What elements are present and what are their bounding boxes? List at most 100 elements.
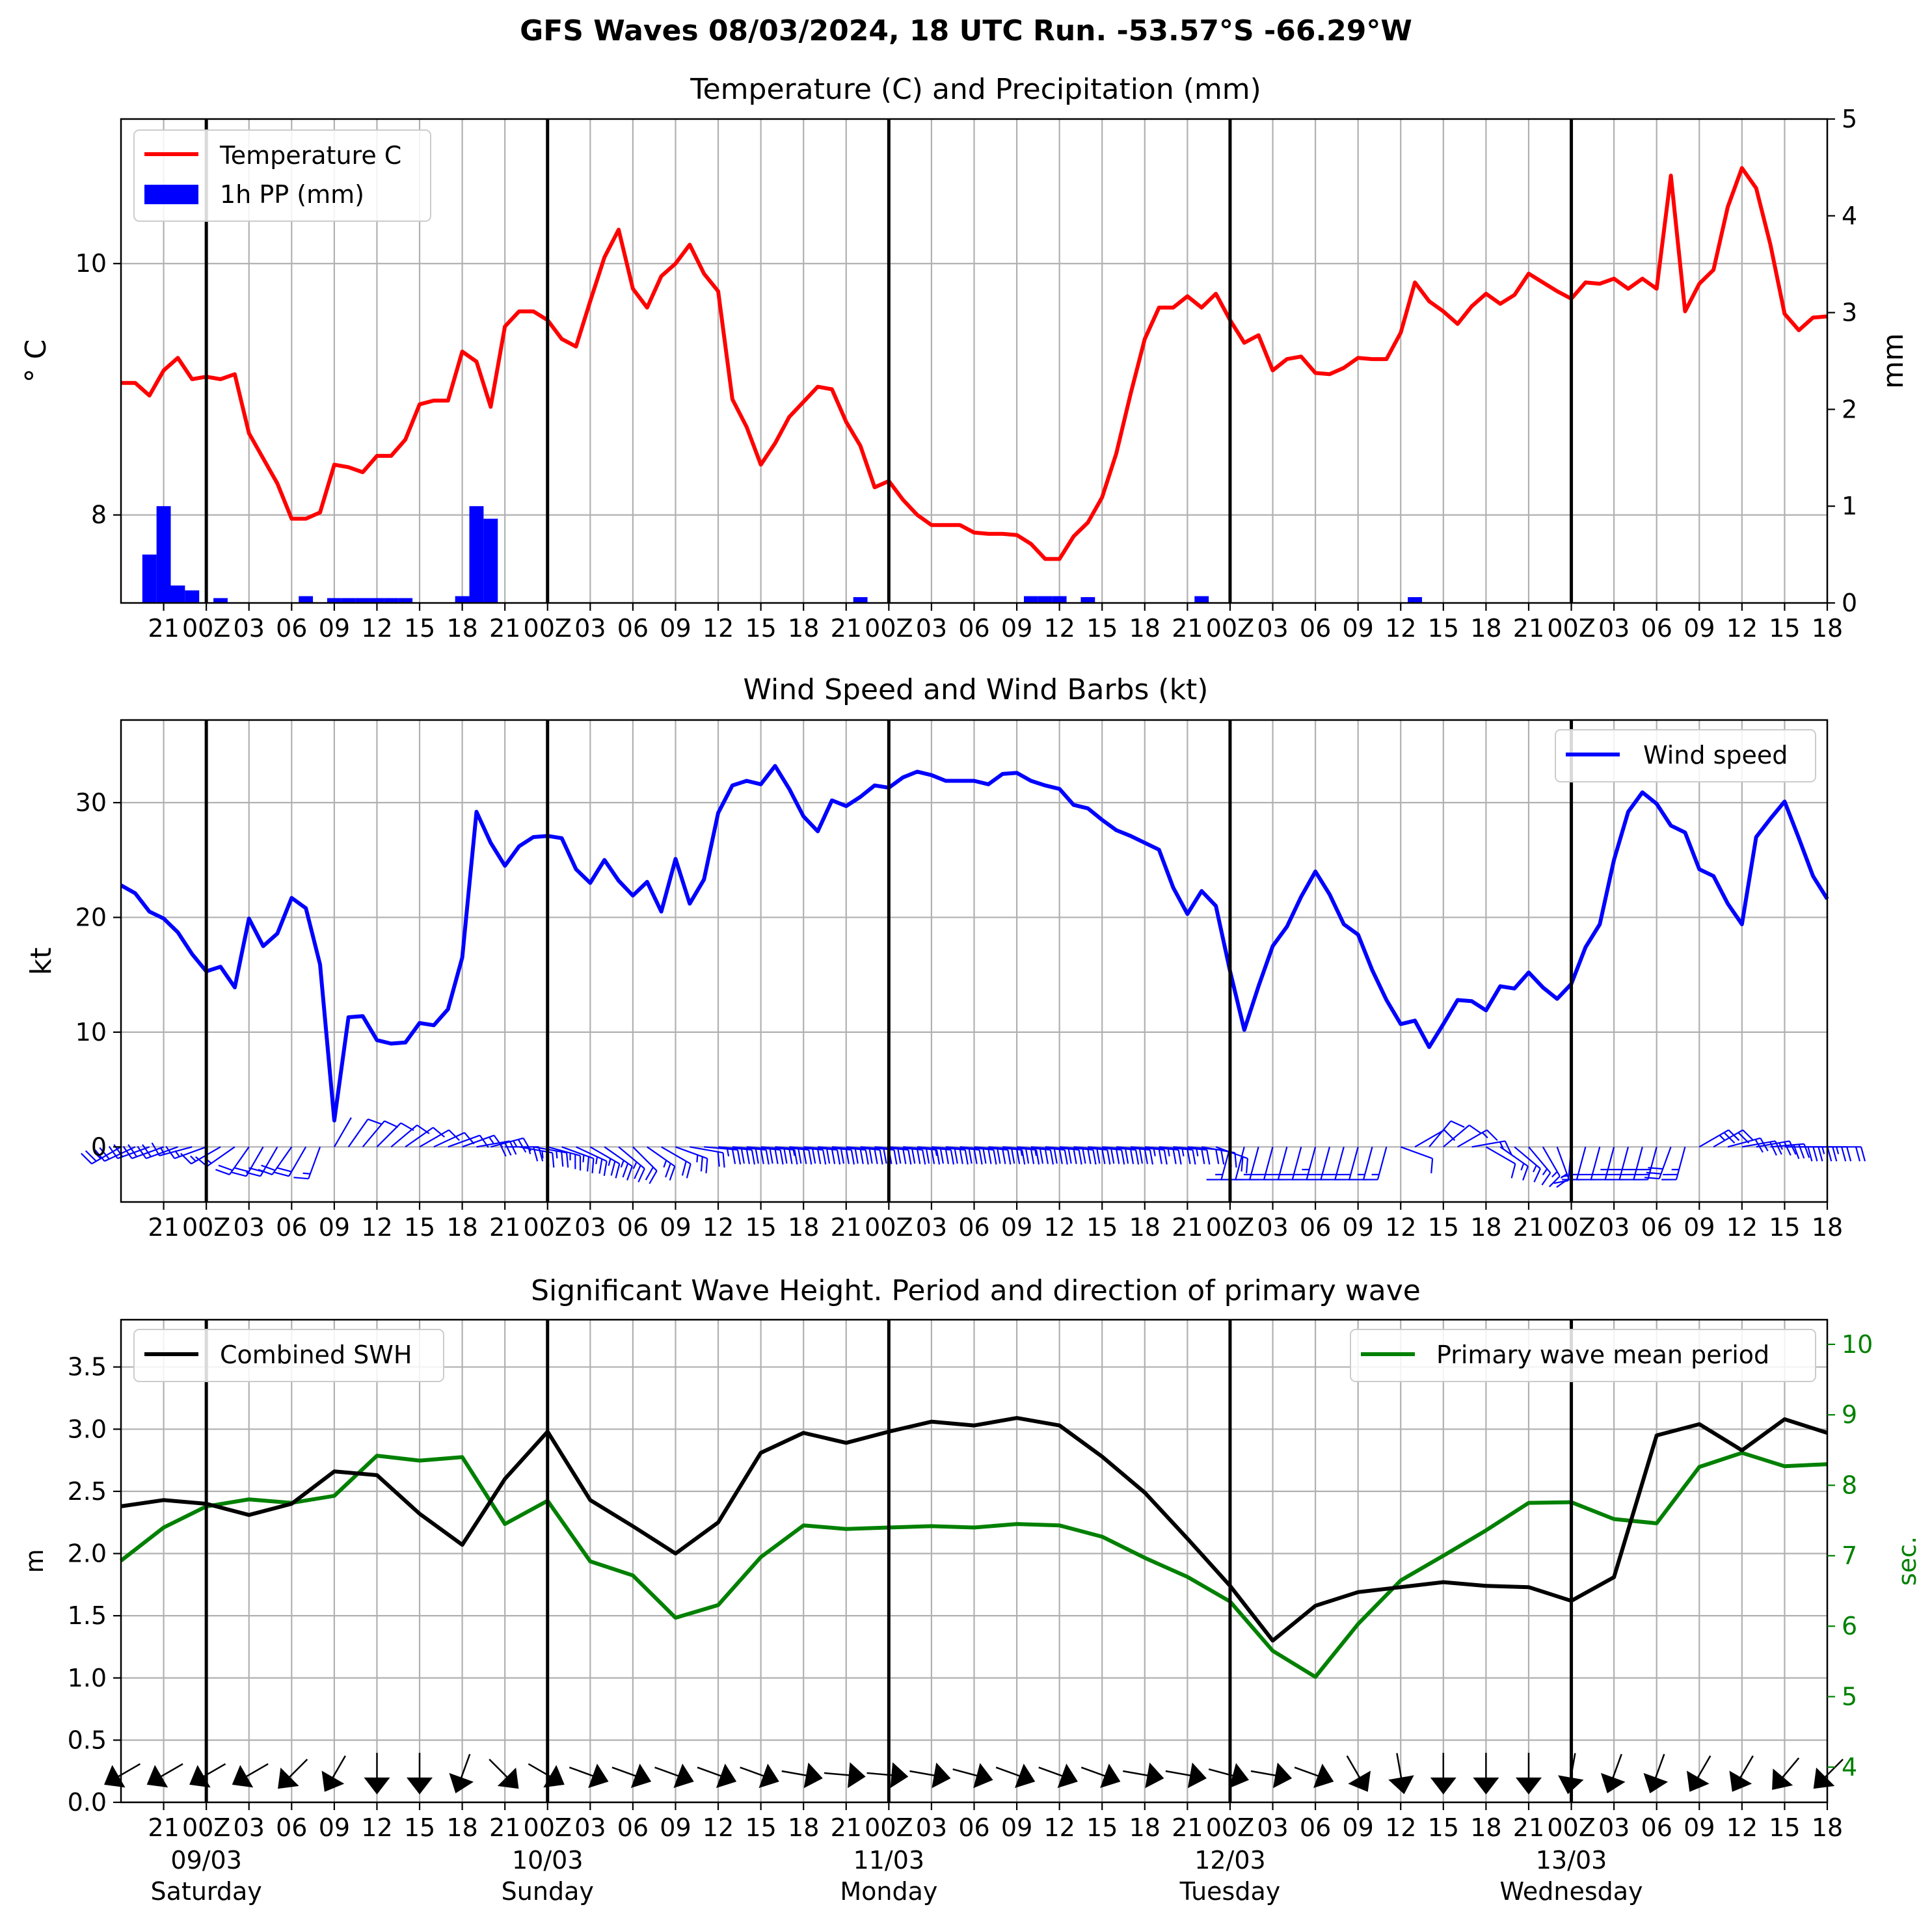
wave-direction-arrow (697, 1763, 737, 1789)
x-tick-label: 03 (574, 614, 606, 643)
wave-arrow-shaft (1165, 1770, 1194, 1777)
wind-barb-flag (448, 1129, 461, 1141)
x-tick-label: 12 (1726, 1213, 1758, 1242)
x-tick-label: 21 (1513, 614, 1544, 643)
x-tick-label: 03 (234, 614, 265, 643)
x-tick-label: 03 (1257, 1213, 1288, 1242)
wave-arrow-shaft (740, 1767, 768, 1778)
x-tick-label: 12 (1385, 614, 1416, 643)
wind-barb-flag (1058, 1149, 1063, 1164)
wind-legend-box (1555, 729, 1816, 782)
wind-barb (889, 1146, 926, 1165)
wind-barb-flag (930, 1149, 935, 1164)
y-tick-label: 30 (75, 788, 107, 817)
wind-barb-flag (1245, 1158, 1249, 1173)
wind-barb (690, 1146, 725, 1168)
wind-barb-staff (1235, 1147, 1245, 1180)
x-tick-label: 09 (1684, 1213, 1715, 1242)
wind-barb (576, 1146, 608, 1176)
x-tick-label: 03 (1598, 614, 1630, 643)
wind-barb-staff (1647, 1147, 1657, 1180)
wind-barb-flag (911, 1149, 916, 1164)
wave-arrow-shaft (1695, 1755, 1711, 1782)
wind-barb-flag (1121, 1149, 1125, 1165)
wind-barb-staff (1073, 1146, 1108, 1151)
x-tick-label: 18 (1129, 1813, 1161, 1842)
wave-direction-arrow (1772, 1757, 1800, 1790)
wind-barb-flag (151, 1142, 161, 1156)
wind-barb-staff (1756, 1140, 1790, 1148)
y-tick-label: 2.5 (68, 1477, 107, 1506)
wind-barb-flag (845, 1149, 850, 1164)
wind-barb-flag (722, 1153, 725, 1168)
wind-y-label: kt (25, 948, 58, 976)
day-date-label: 13/03 (1536, 1846, 1607, 1875)
wind-barb-staff (1741, 1140, 1776, 1148)
wind-barb-flag (1002, 1149, 1006, 1164)
wind-barb (1429, 1120, 1465, 1148)
wind-barb-flag (854, 1149, 859, 1164)
wave-arrow-head (932, 1762, 951, 1789)
wave-arrow-head (321, 1770, 345, 1792)
wind-barb-flag (935, 1149, 941, 1165)
wind-barb-flag (232, 1171, 247, 1177)
wave-direction-arrow (1643, 1754, 1669, 1794)
x-tick-label: 15 (745, 1813, 776, 1842)
wave-direction-arrow (1294, 1763, 1334, 1789)
y-tick-label: 0.0 (68, 1788, 107, 1817)
wind-barb-flag (1092, 1149, 1097, 1165)
wave-arrow-head (1430, 1777, 1456, 1795)
wind-barb (704, 1146, 742, 1165)
wind-barb (1644, 1146, 1672, 1180)
wind-barb-flag (993, 1149, 997, 1165)
wave-arrow-head (1516, 1777, 1542, 1795)
wind-barb-flag (902, 1149, 907, 1164)
wind-barb-flag (760, 1149, 764, 1164)
wave-direction-arrow (407, 1752, 433, 1795)
precip-bar (213, 598, 228, 603)
x-tick-label: 00Z (524, 1213, 572, 1242)
wind-barb-staff (945, 1146, 980, 1151)
x-tick-label: 03 (916, 614, 947, 643)
wind-barb (1144, 1146, 1182, 1165)
wind-barb (1443, 1124, 1483, 1148)
wave-direction-arrow (1080, 1763, 1121, 1789)
wind-barb (775, 1146, 812, 1165)
wind-barb-staff (1045, 1146, 1079, 1151)
wave-arrow-head (588, 1763, 609, 1789)
wave-direction-arrow (104, 1763, 141, 1788)
wind-barb-staff (675, 1146, 708, 1160)
x-tick-label: 21 (148, 1213, 179, 1242)
wind-barb-half-flag (1836, 1147, 1840, 1155)
x-tick-label: 06 (1300, 1213, 1331, 1242)
x-tick-label: 21 (831, 614, 862, 643)
x-tick-label: 15 (404, 1213, 435, 1242)
wind-barb (1045, 1146, 1082, 1165)
wind-barb-flag (586, 1156, 590, 1172)
wave-arrow-head (1187, 1762, 1207, 1789)
wind-barb-staff (390, 1125, 418, 1148)
wind-barb-staff (874, 1146, 909, 1151)
wind-barb (732, 1146, 770, 1165)
wind-barb-flag (686, 1164, 691, 1179)
wind-barb-flag (973, 1149, 978, 1164)
wave-direction-arrow (1346, 1755, 1371, 1792)
wave-direction-arrow (1686, 1755, 1711, 1792)
wind-barb-flag (774, 1149, 779, 1164)
wind-barb-staff (547, 1146, 581, 1156)
x-tick-label: 15 (1428, 614, 1459, 643)
x-tick-label: 18 (1470, 614, 1501, 643)
wind-barb (945, 1146, 983, 1165)
period-y-ticks: 4 5 6 7 8 9 10 (1827, 1330, 1873, 1782)
wind-barb-flag (1163, 1149, 1168, 1165)
x-tick-label: 03 (1598, 1213, 1630, 1242)
temperature-precip-panel: Temperature (C) and Precipitation (mm) 2… (20, 73, 1910, 643)
x-tick-label: 12 (361, 1813, 392, 1842)
wind-barb-flag (883, 1149, 887, 1164)
precip-bar (398, 598, 413, 603)
x-tick-label: 09 (319, 1213, 350, 1242)
wind-barb-staff (1173, 1146, 1207, 1151)
wave-direction-arrow (489, 1758, 519, 1789)
y2-tick-label: 4 (1842, 202, 1857, 230)
